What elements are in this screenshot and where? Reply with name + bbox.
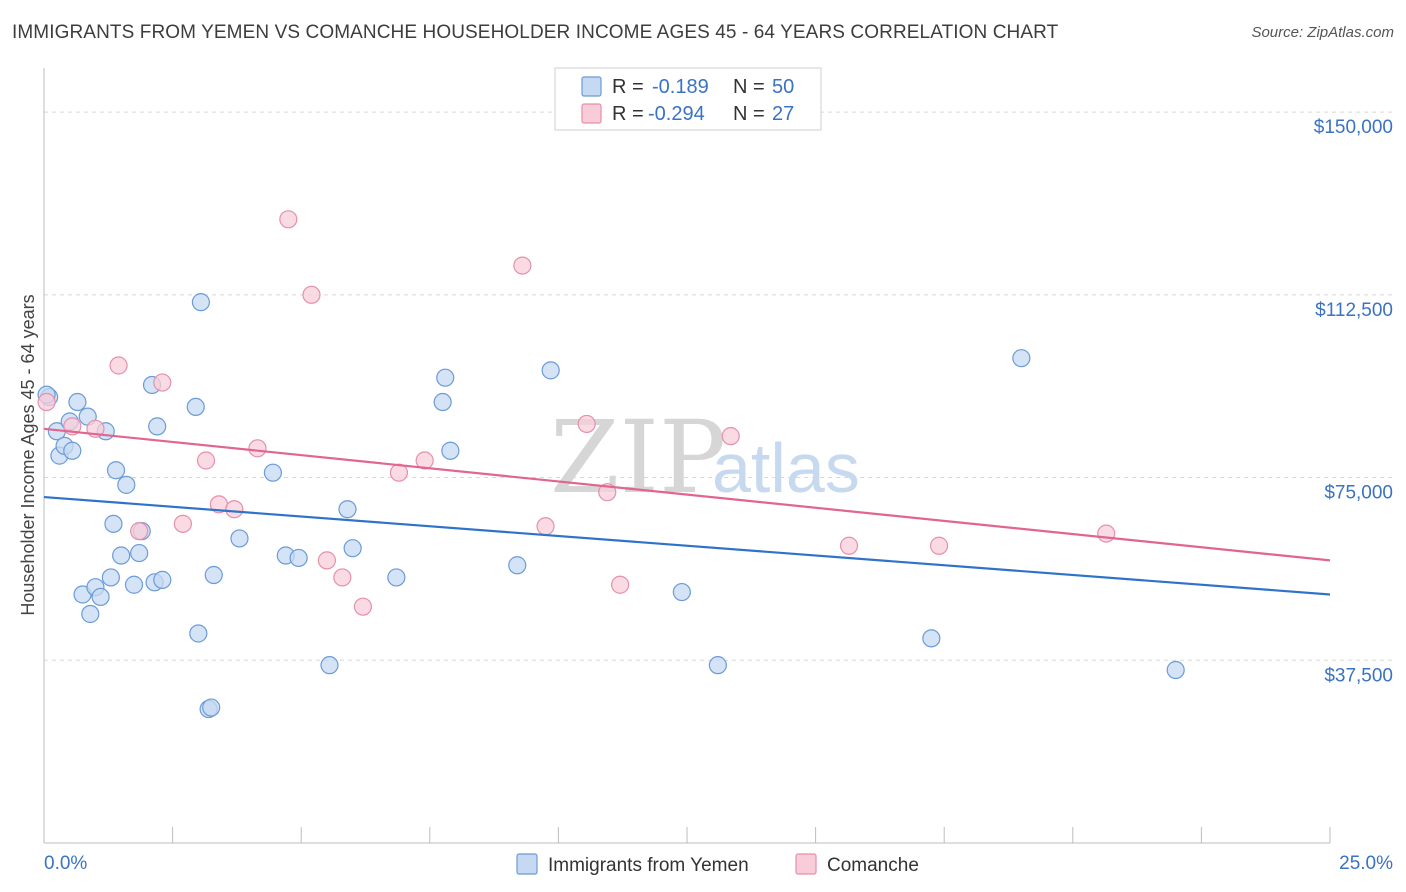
axes (43, 68, 1331, 844)
data-point-yemen (191, 293, 210, 312)
data-point-comanche (611, 575, 630, 594)
legend-r-value-comanche: -0.294 (648, 103, 705, 125)
data-point-yemen (263, 463, 283, 482)
y-tick-label: $37,500 (1324, 665, 1393, 686)
data-point-yemen (320, 656, 339, 675)
legend-swatch-yemen (581, 76, 602, 97)
data-point-yemen (91, 587, 110, 607)
data-point-comanche (225, 500, 244, 519)
data-point-yemen (922, 629, 941, 648)
data-point-yemen (508, 556, 527, 575)
data-point-yemen (343, 539, 362, 558)
data-point-yemen (81, 604, 100, 624)
data-point-comanche (929, 536, 949, 555)
data-point-yemen (101, 568, 120, 587)
data-points (37, 210, 1185, 719)
x-tick-label-min: 0.0% (44, 853, 87, 874)
data-point-yemen (230, 529, 249, 548)
y-tick-label: $112,500 (1315, 300, 1393, 321)
data-point-comanche (536, 517, 555, 536)
data-point-yemen (153, 570, 172, 589)
data-point-yemen (68, 392, 87, 412)
legend-swatch-comanche (581, 103, 602, 124)
trend-line-yemen (43, 495, 1331, 596)
data-point-comanche (1097, 524, 1116, 543)
data-point-yemen (204, 565, 223, 585)
legend-r-label-comanche: R = (612, 103, 644, 125)
data-point-yemen (338, 500, 357, 519)
data-point-yemen (433, 392, 452, 412)
y-tick-label: $150,000 (1314, 117, 1393, 138)
grid-lines (44, 111, 1395, 661)
data-point-comanche (37, 392, 56, 412)
data-point-yemen (387, 568, 406, 587)
data-point-comanche (302, 285, 321, 304)
data-point-yemen (1012, 349, 1031, 368)
data-point-comanche (196, 451, 216, 470)
data-point-comanche (173, 514, 192, 533)
correlation-legend: R = -0.189 N = 50 R = -0.294 N = 27 (554, 67, 822, 131)
data-point-yemen (186, 397, 205, 417)
data-point-yemen (289, 548, 308, 568)
data-point-yemen (112, 546, 131, 565)
data-point-comanche (130, 522, 149, 541)
data-point-yemen (104, 514, 123, 533)
data-point-comanche (415, 451, 434, 470)
data-point-comanche (333, 568, 352, 587)
data-point-comanche (279, 210, 298, 229)
chart-title: IMMIGRANTS FROM YEMEN VS COMANCHE HOUSEH… (12, 22, 1059, 43)
data-point-yemen (436, 368, 455, 387)
data-point-comanche (317, 551, 337, 570)
trend-lines (43, 427, 1331, 596)
bottom-legend-swatch-comanche (795, 853, 817, 875)
data-point-yemen (672, 582, 691, 602)
data-point-yemen (541, 361, 560, 380)
data-point-yemen (202, 698, 221, 717)
data-point-comanche (513, 256, 532, 275)
data-point-yemen (189, 624, 208, 643)
watermark-zip: ZIP (550, 399, 726, 516)
legend-r-value-yemen: -0.189 (652, 76, 709, 98)
data-point-yemen (148, 417, 167, 436)
data-point-yemen (63, 441, 82, 460)
y-tick-label: $75,000 (1324, 483, 1393, 504)
legend-n-value-comanche: 27 (772, 103, 794, 125)
data-point-yemen (117, 475, 136, 494)
series-legend: Immigrants from Yemen Comanche (516, 853, 919, 876)
x-tick-label-max: 25.0% (1339, 853, 1393, 874)
data-point-yemen (708, 656, 727, 675)
data-point-yemen (124, 575, 144, 594)
trend-line-comanche (43, 427, 1331, 562)
data-point-yemen (106, 461, 126, 480)
legend-r-label-yemen: R = (612, 76, 644, 98)
data-point-comanche (353, 597, 373, 616)
legend-n-value-yemen: 50 (772, 76, 794, 98)
data-point-comanche (248, 439, 267, 458)
y-axis-title: Householder Income Ages 45 - 64 years (18, 294, 38, 615)
data-point-comanche (577, 414, 596, 434)
bottom-legend-label-comanche: Comanche (827, 855, 919, 876)
watermark: ZIP atlas (550, 399, 860, 516)
data-point-comanche (153, 373, 172, 392)
data-point-comanche (109, 356, 128, 375)
bottom-legend-label-yemen: Immigrants from Yemen (548, 855, 749, 876)
legend-n-label-yemen: N = (733, 76, 765, 98)
y-tick-labels: $37,500 $75,000 $112,500 $150,000 (1314, 117, 1393, 686)
x-tick-labels: 0.0% 25.0% (44, 853, 1393, 874)
data-point-yemen (130, 543, 149, 563)
data-point-yemen (1166, 660, 1185, 680)
data-point-comanche (721, 427, 740, 446)
data-point-comanche (839, 536, 859, 555)
chart-source: Source: ZipAtlas.com (1251, 24, 1394, 41)
bottom-legend-swatch-yemen (516, 853, 538, 875)
data-point-yemen (441, 441, 460, 460)
legend-n-label-comanche: N = (733, 103, 765, 125)
